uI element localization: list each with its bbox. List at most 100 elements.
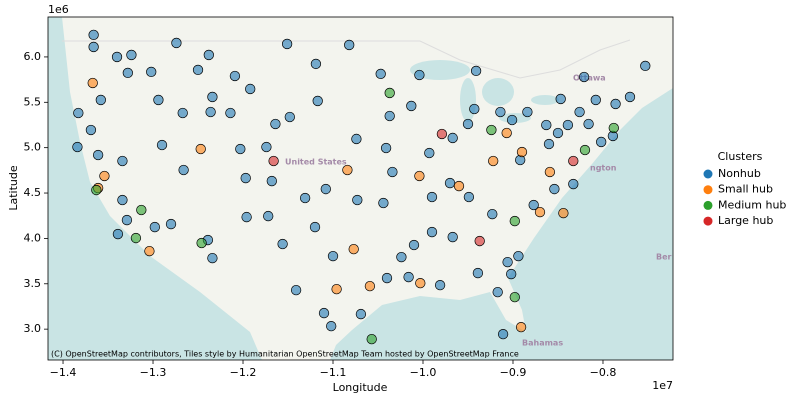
- point: [117, 155, 128, 167]
- point: [608, 122, 619, 134]
- point: [117, 194, 128, 206]
- y-tick-label: 6.0: [24, 50, 42, 63]
- point: [378, 197, 389, 209]
- point: [515, 322, 527, 333]
- x-tick-label: −1.1: [320, 366, 347, 379]
- point: [364, 280, 376, 292]
- point: [506, 114, 518, 126]
- point: [568, 155, 579, 167]
- point: [121, 214, 133, 226]
- point: [99, 170, 110, 182]
- point: [434, 279, 446, 291]
- point: [122, 67, 133, 79]
- point: [235, 143, 246, 155]
- point: [146, 66, 157, 78]
- point: [497, 328, 509, 340]
- point: [447, 132, 458, 144]
- point: [310, 58, 322, 70]
- point: [555, 93, 566, 105]
- point: [501, 127, 512, 139]
- point: [414, 69, 425, 81]
- x-tick-label: −1.3: [140, 366, 167, 379]
- point: [509, 291, 520, 303]
- map-label: Ottawa: [573, 74, 606, 83]
- point: [299, 192, 311, 204]
- point: [640, 60, 651, 72]
- map-label: United States: [285, 158, 347, 167]
- legend-title: Clusters: [718, 150, 763, 163]
- map-label: Ber: [656, 253, 672, 262]
- point: [326, 321, 337, 332]
- marks: [72, 29, 651, 345]
- point: [312, 95, 323, 107]
- point: [351, 133, 362, 145]
- legend-marker: [703, 200, 713, 210]
- point: [534, 206, 546, 218]
- point: [472, 267, 484, 279]
- point: [474, 235, 485, 247]
- point: [281, 38, 293, 50]
- point: [495, 106, 506, 118]
- point: [331, 283, 342, 295]
- point: [165, 218, 177, 230]
- point: [266, 175, 277, 187]
- point: [92, 149, 104, 161]
- point: [375, 68, 386, 80]
- point: [320, 183, 331, 195]
- y-axis-label: Latitude: [7, 165, 20, 211]
- point: [91, 184, 102, 196]
- point: [112, 228, 124, 240]
- point: [309, 221, 321, 233]
- x-tick-label: −0.9: [500, 366, 527, 379]
- point: [270, 118, 281, 130]
- point: [384, 110, 395, 122]
- point: [149, 221, 160, 233]
- point: [396, 251, 407, 263]
- point: [241, 211, 252, 223]
- point: [205, 106, 216, 118]
- point: [463, 191, 475, 203]
- point: [380, 142, 392, 154]
- point: [414, 170, 425, 182]
- legend-marker: [703, 185, 713, 195]
- point: [88, 41, 99, 53]
- point: [506, 268, 517, 280]
- map-label: Bahamas: [522, 339, 563, 348]
- point: [558, 207, 569, 219]
- x-tick-label: −0.8: [590, 366, 617, 379]
- point: [426, 226, 438, 238]
- legend-label: Nonhub: [718, 167, 761, 180]
- point: [516, 146, 528, 158]
- y-offset-label: 1e6: [48, 3, 69, 16]
- point: [144, 245, 155, 257]
- point: [541, 119, 552, 131]
- point: [344, 39, 355, 51]
- legend-label: Large hub: [718, 214, 773, 227]
- point: [544, 166, 556, 178]
- point: [403, 271, 414, 283]
- point: [444, 177, 456, 189]
- legend-marker: [703, 216, 713, 226]
- point: [552, 127, 564, 139]
- point: [426, 191, 438, 203]
- point: [502, 256, 513, 268]
- point: [509, 215, 520, 227]
- point: [240, 172, 251, 184]
- point: [366, 333, 377, 345]
- x-tick-label: −1.4: [50, 366, 77, 379]
- point: [85, 124, 97, 136]
- legend-label: Small hub: [718, 183, 773, 196]
- y-tick-label: 3.5: [24, 277, 42, 290]
- point: [447, 231, 458, 243]
- point: [596, 136, 607, 148]
- point: [453, 180, 465, 192]
- point: [574, 106, 585, 118]
- point: [207, 91, 218, 103]
- point: [384, 87, 395, 99]
- point: [624, 91, 636, 103]
- point: [488, 155, 499, 167]
- y-tick-label: 4.0: [24, 231, 42, 244]
- plot-frame: [47, 16, 674, 361]
- point: [610, 98, 621, 110]
- point: [203, 49, 214, 61]
